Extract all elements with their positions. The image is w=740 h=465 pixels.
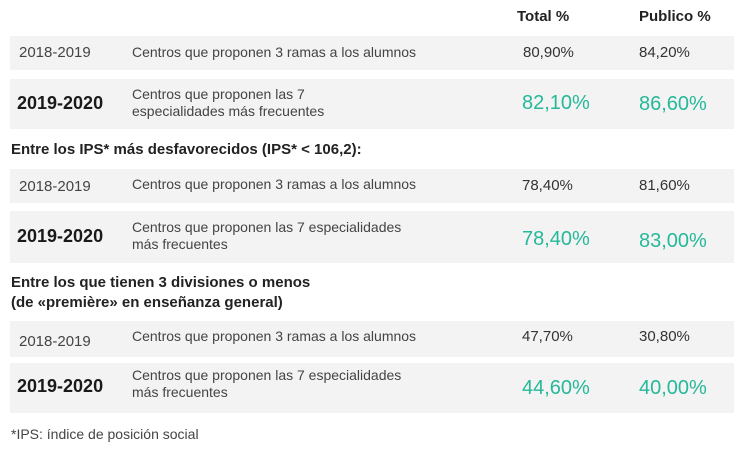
row-publico: 81,60% (639, 177, 690, 194)
row-publico: 86,60% (639, 93, 707, 115)
row-publico: 30,80% (639, 328, 690, 345)
table-row: 2018-2019 Centros que proponen 3 ramas a… (10, 321, 734, 357)
row-description: Centros que proponen las 7 especialidade… (132, 219, 402, 252)
row-total: 44,60% (522, 377, 590, 399)
table-row: 2018-2019 Centros que proponen 3 ramas a… (10, 36, 734, 70)
row-total: 47,70% (522, 328, 573, 345)
table-row: 2019-2020 Centros que proponen las 7 esp… (10, 211, 734, 263)
row-publico: 84,20% (639, 44, 690, 61)
table-row: 2019-2020 Centros que proponen las 7 esp… (10, 79, 734, 129)
row-year: 2019-2020 (17, 93, 104, 113)
row-description: Centros que proponen 3 ramas a los alumn… (132, 44, 417, 60)
row-publico: 40,00% (639, 377, 707, 399)
header-publico: Publico % (639, 8, 711, 25)
table-row: 2019-2020 Centros que proponen las 7 esp… (10, 363, 734, 413)
footnote: *IPS: índice de posición social (11, 426, 199, 442)
row-description: Centros que proponen 3 ramas a los alumn… (132, 328, 417, 344)
table-row: 2018-2019 Centros que proponen 3 ramas a… (10, 169, 734, 203)
header-total: Total % (517, 8, 570, 25)
row-total: 80,90% (523, 44, 574, 61)
row-year: 2018-2019 (19, 333, 91, 350)
row-year: 2019-2020 (17, 226, 104, 246)
row-description: Centros que proponen las 7 especialidade… (132, 86, 325, 119)
row-publico: 83,00% (639, 230, 707, 252)
row-year: 2018-2019 (19, 178, 91, 195)
row-total: 78,40% (522, 228, 590, 250)
row-description: Centros que proponen 3 ramas a los alumn… (132, 176, 417, 192)
section-title: Entre los IPS* más desfavorecidos (IPS* … (11, 141, 362, 158)
row-year: 2018-2019 (19, 44, 91, 61)
row-year: 2019-2020 (17, 376, 104, 396)
row-total: 78,40% (522, 177, 573, 194)
row-description: Centros que proponen las 7 especialidade… (132, 367, 402, 400)
section-title: Entre los que tienen 3 divisiones o meno… (11, 274, 311, 311)
row-total: 82,10% (522, 92, 590, 114)
